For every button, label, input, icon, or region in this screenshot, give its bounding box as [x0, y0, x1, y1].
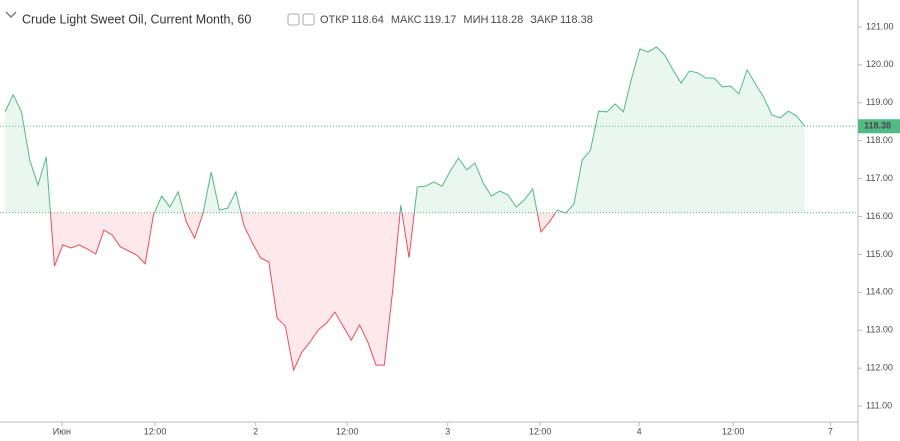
x-tick-label: 2 [253, 426, 258, 436]
x-tick-label: 4 [637, 426, 642, 436]
plot-area [0, 46, 858, 372]
header: Crude Light Sweet Oil, Current Month, 60 [5, 11, 315, 26]
y-tick-label: 118.00 [866, 135, 893, 145]
price-line-up [4, 46, 806, 213]
last-price-box [858, 119, 900, 134]
y-tick-label: 115.00 [866, 249, 893, 259]
ohlc-label: ЗАКР [530, 14, 558, 26]
collapse-icon[interactable] [5, 11, 17, 18]
ohlc-value: 118.38 [560, 14, 593, 26]
ohlc-label: МИН [463, 14, 488, 26]
x-tick-label: 12:00 [144, 426, 167, 436]
settings-icon[interactable] [287, 13, 300, 26]
price-line-down [49, 212, 567, 372]
ohlc-value: 118.64 [351, 14, 384, 26]
x-tick-label: 12:00 [722, 426, 745, 436]
x-tick-label: Июн [53, 426, 71, 436]
ohlc-value: 119.17 [424, 14, 457, 26]
x-tick-label: 12:00 [336, 426, 359, 436]
y-tick-label: 120.00 [866, 59, 894, 69]
ohlc-label: МАКС [391, 14, 422, 26]
y-tick-label: 112.00 [866, 363, 893, 373]
area-down [50, 212, 567, 371]
chart-title: Crude Light Sweet Oil, Current Month, 60 [22, 12, 251, 26]
y-tick-label: 113.00 [866, 325, 893, 335]
x-tick-label: 7 [828, 426, 833, 436]
area-up [5, 47, 805, 213]
y-tick-label: 117.00 [866, 173, 893, 183]
ohlc-value: 118.28 [490, 14, 523, 26]
y-tick-label: 116.00 [866, 211, 893, 221]
close-icon[interactable] [302, 13, 315, 26]
y-tick-label: 111.00 [866, 400, 892, 410]
y-tick-label: 121.00 [866, 21, 894, 31]
x-tick-label: 12:00 [529, 426, 552, 436]
x-tick-label: 3 [445, 426, 450, 436]
ohlc-label: ОТКР [320, 14, 349, 26]
y-tick-label: 119.00 [866, 97, 893, 107]
y-tick-label: 114.00 [866, 287, 893, 297]
last-price-label: 118.38 [864, 121, 891, 131]
